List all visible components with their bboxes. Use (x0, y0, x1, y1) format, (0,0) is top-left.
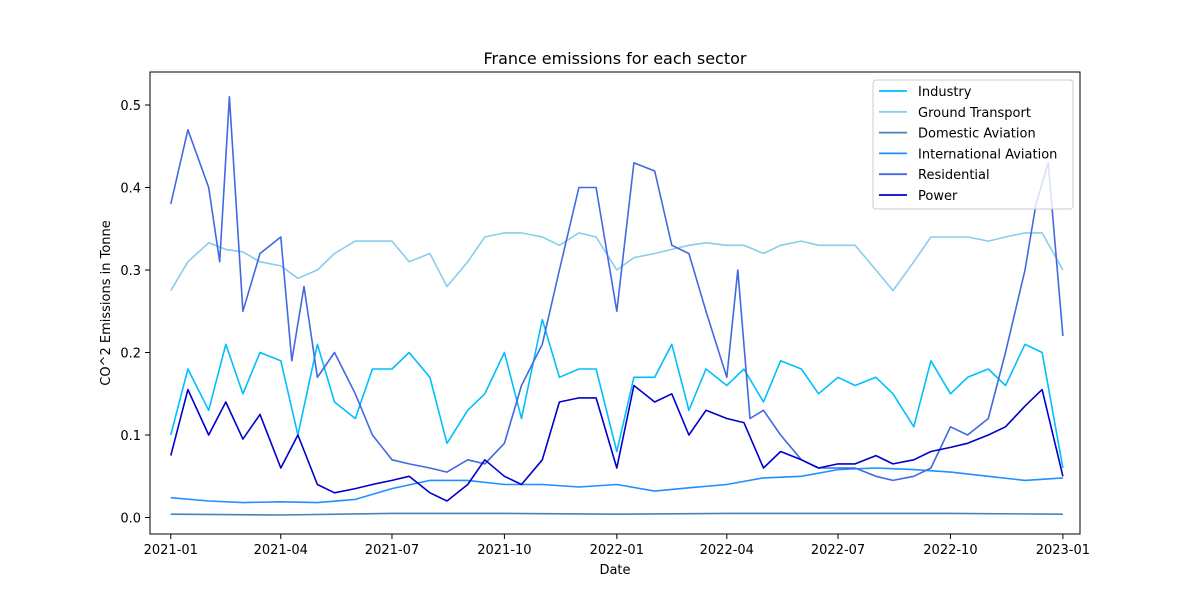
x-tick-label: 2021-10 (477, 543, 531, 558)
series-line-2 (170, 512, 1063, 516)
legend-label: Industry (918, 85, 972, 100)
series-line-3 (170, 467, 1063, 504)
legend-label: Residential (918, 168, 990, 183)
legend-label: Ground Transport (918, 106, 1031, 121)
plot-frame (149, 71, 1081, 535)
series-line-0 (170, 318, 1064, 469)
legend-label: International Aviation (918, 147, 1057, 162)
x-axis: 2021-01 2021-04 2021-07 2021-10 2022-01 2022-… (144, 534, 1090, 558)
series-line-4 (170, 96, 1064, 482)
legend-label: Domestic Aviation (918, 127, 1036, 142)
chart-title: France emissions for each sector (483, 49, 746, 68)
x-axis-label: Date (599, 563, 630, 578)
series-line-1 (170, 232, 1064, 292)
y-axis: 0.0 0.1 0.2 0.3 0.4 0.5 (120, 99, 150, 527)
legend-frame (872, 79, 1074, 210)
legend: Industry Ground Transport Domestic Aviatio… (872, 79, 1074, 210)
x-tick-label: 2021-01 (144, 543, 198, 558)
y-tick-label: 0.5 (120, 99, 141, 114)
series-line-5 (170, 384, 1064, 502)
y-tick-label: 0.0 (120, 512, 141, 527)
legend-label: Power (918, 189, 958, 204)
y-tick-label: 0.1 (120, 429, 141, 444)
x-tick-label: 2023-01 (1036, 543, 1090, 558)
y-tick-label: 0.2 (120, 347, 141, 362)
x-tick-label: 2022-07 (811, 543, 865, 558)
y-axis-label: CO^2 Emissions in Tonne (99, 220, 114, 386)
series-layer (170, 96, 1064, 516)
x-tick-label: 2022-04 (700, 543, 754, 558)
x-tick-label: 2021-07 (365, 543, 419, 558)
x-tick-label: 2021-04 (254, 543, 308, 558)
x-tick-label: 2022-10 (923, 543, 977, 558)
y-tick-label: 0.3 (120, 264, 141, 279)
x-tick-label: 2022-01 (590, 543, 644, 558)
y-tick-label: 0.4 (120, 182, 141, 197)
